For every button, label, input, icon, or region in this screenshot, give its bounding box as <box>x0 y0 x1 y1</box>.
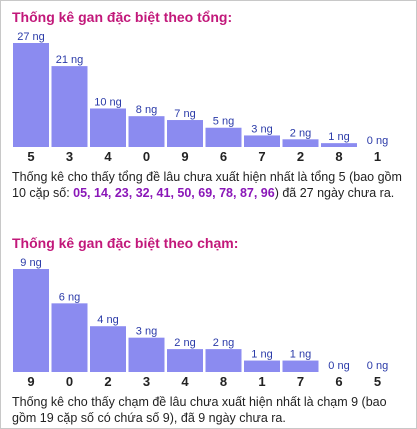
touch-bar-9 <box>13 269 49 372</box>
sum-section-title: Thống kê gan đặc biệt theo tổng: <box>12 9 233 25</box>
touch-value-label: 0 ng <box>367 360 388 372</box>
touch-category-label: 0 <box>66 374 73 388</box>
touch-category-label: 6 <box>335 374 342 388</box>
sum-category-label: 6 <box>220 149 227 163</box>
touch-bar-chart: 9 ng 9 6 ng 0 4 ng 2 3 ng 3 2 ng 4 2 ng 8 1 ng 1 1 ng 7… <box>13 257 388 388</box>
sum-category-label: 9 <box>181 149 188 163</box>
sum-bar-0 <box>128 116 165 147</box>
sum-value-label: 8 ng <box>136 104 157 116</box>
sum-category-label: 1 <box>374 149 381 163</box>
sum-value-label: 5 ng <box>213 116 234 128</box>
sum-desc-after: ) đã 27 ngày chưa ra. <box>274 186 395 200</box>
sum-bar-6 <box>205 127 242 147</box>
sum-value-label: 3 ng <box>251 123 272 135</box>
sum-bar-4 <box>90 108 126 147</box>
sum-description: Thống kê cho thấy tổng đề lâu chưa xuất … <box>12 169 410 201</box>
touch-value-label: 0 ng <box>328 360 349 372</box>
touch-category-label: 4 <box>181 374 189 388</box>
sum-category-label: 3 <box>66 149 73 163</box>
sum-value-label: 27 ng <box>17 31 45 43</box>
touch-bar-1 <box>244 360 280 372</box>
touch-value-label: 3 ng <box>136 326 157 338</box>
touch-bar-3 <box>128 337 165 372</box>
touch-category-label: 2 <box>104 374 111 388</box>
touch-value-label: 2 ng <box>213 337 234 349</box>
touch-value-label: 9 ng <box>20 257 41 269</box>
touch-category-label: 8 <box>220 374 227 388</box>
sum-value-label: 0 ng <box>367 135 388 147</box>
sum-bar-7 <box>244 135 280 147</box>
touch-category-label: 1 <box>258 374 265 388</box>
touch-category-label: 3 <box>143 374 150 388</box>
sum-category-label: 0 <box>143 149 150 163</box>
sum-desc-highlight: 05, 14, 23, 32, 41, 50, 69, 78, 87, 96 <box>73 186 275 200</box>
touch-value-label: 1 ng <box>290 349 311 361</box>
touch-value-label: 2 ng <box>174 337 195 349</box>
sum-bar-9 <box>167 120 203 147</box>
touch-bar-2 <box>90 326 126 372</box>
touch-value-label: 1 ng <box>251 349 272 361</box>
sum-value-label: 7 ng <box>174 108 195 120</box>
sum-bar-8 <box>321 143 357 147</box>
sum-desc-before: Thống kê cho thấy tổng đề lâu chưa xuất … <box>12 170 402 200</box>
touch-value-label: 4 ng <box>97 314 118 326</box>
sum-category-label: 8 <box>335 149 342 163</box>
touch-category-label: 9 <box>27 374 34 388</box>
sum-category-label: 5 <box>27 149 34 163</box>
touch-bar-7 <box>282 360 319 372</box>
touch-section-title: Thống kê gan đặc biệt theo chạm: <box>12 235 239 251</box>
touch-category-label: 7 <box>297 374 304 388</box>
touch-value-label: 6 ng <box>59 291 80 303</box>
sum-value-label: 2 ng <box>290 127 311 139</box>
sum-category-label: 4 <box>104 149 112 163</box>
sum-value-label: 1 ng <box>328 131 349 143</box>
sum-bar-2 <box>282 139 319 147</box>
touch-bar-4 <box>167 349 203 372</box>
touch-bar-0 <box>51 303 88 372</box>
touch-bar-8 <box>205 349 242 372</box>
touch-category-label: 5 <box>374 374 381 388</box>
sum-value-label: 10 ng <box>94 96 122 108</box>
sum-bar-3 <box>51 66 88 147</box>
sum-bar-5 <box>13 43 49 147</box>
sum-value-label: 21 ng <box>56 54 84 66</box>
touch-description: Thống kê cho thấy chạm đề lâu chưa xuất … <box>12 395 387 425</box>
sum-category-label: 7 <box>258 149 265 163</box>
sum-category-label: 2 <box>297 149 304 163</box>
